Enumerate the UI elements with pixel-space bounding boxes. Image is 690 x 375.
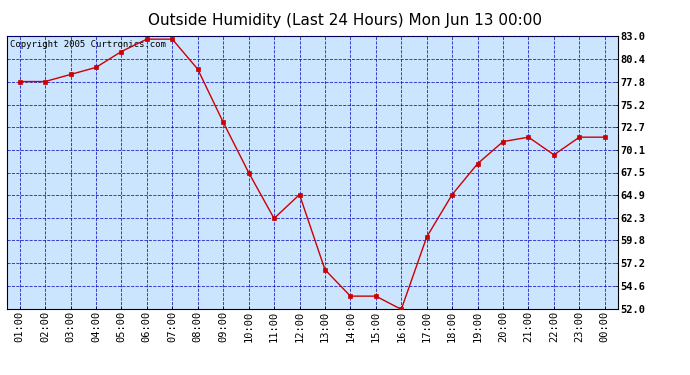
- Text: Outside Humidity (Last 24 Hours) Mon Jun 13 00:00: Outside Humidity (Last 24 Hours) Mon Jun…: [148, 13, 542, 28]
- Text: Copyright 2005 Curtronics.com: Copyright 2005 Curtronics.com: [10, 40, 166, 49]
